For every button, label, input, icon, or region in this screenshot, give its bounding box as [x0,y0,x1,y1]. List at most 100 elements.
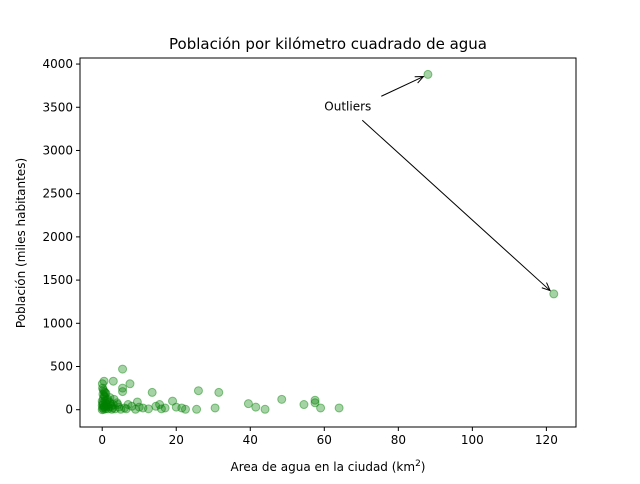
data-point [98,403,108,413]
data-point [105,397,115,407]
x-axis-label: Area de agua en la ciudad (km2) [231,459,426,474]
data-point [316,403,326,413]
data-point [97,400,107,410]
data-point [180,404,190,414]
data-point [138,403,148,413]
y-tick-label: 3000 [42,143,73,157]
data-point [105,399,115,409]
chart-title: Población por kilómetro cuadrado de agua [169,35,487,53]
y-tick-label: 3500 [42,100,73,114]
y-tick-label: 1000 [42,316,73,330]
y-tick-label: 1500 [42,273,73,287]
data-point [110,404,120,414]
y-tick-label: 2500 [42,187,73,201]
data-point [99,404,109,414]
data-point [99,402,109,412]
data-point [131,404,141,414]
outliers-annotation-label: Outliers [324,99,371,113]
data-point [334,403,344,413]
data-point [127,401,137,411]
x-tick-label: 120 [535,433,558,447]
data-point [260,404,270,414]
data-point [277,394,287,404]
y-tick-label: 500 [50,360,73,374]
data-point [147,387,157,397]
data-point [103,394,113,404]
y-axis-label: Población (miles habitantes) [14,158,28,328]
data-point [116,404,126,414]
data-point [171,402,181,412]
x-tick-label: 100 [461,433,484,447]
x-tick-label: 60 [317,433,332,447]
data-point [101,404,111,414]
x-tick-label: 0 [98,433,106,447]
data-point [156,404,166,414]
data-point [108,376,118,386]
data-point [118,364,128,374]
data-point [143,404,153,414]
data-point [160,403,170,413]
data-point [134,402,144,412]
data-point [423,69,433,79]
data-point [113,400,123,410]
data-point [103,404,113,414]
data-point [118,387,128,397]
annotation-arrow [381,76,424,97]
data-point [104,402,114,412]
data-point [151,401,161,411]
data-point [114,402,124,412]
data-point [210,403,220,413]
data-point [112,398,122,408]
data-point [99,387,109,397]
data-point [101,399,111,409]
annotation-arrow [361,119,551,291]
data-point [214,387,224,397]
data-point [99,376,109,386]
x-tick-label: 80 [391,433,406,447]
data-point [251,402,261,412]
y-axis-ticks: 0 500 1000 1500 2000 2500 3000 3500 4000 [42,57,80,417]
data-point [193,386,203,396]
data-point [168,396,178,406]
data-point [99,391,109,401]
data-point [118,383,128,393]
data-point [192,404,202,414]
data-point [121,404,131,414]
y-tick-label: 4000 [42,57,73,71]
annotation-arrowhead [414,76,425,84]
data-point [299,400,309,410]
points-layer [97,69,559,415]
plot-frame [79,57,577,428]
data-point [97,396,107,406]
data-point [155,400,165,410]
data-point [549,289,559,299]
data-point [109,394,119,404]
data-point [100,387,110,397]
y-tick-label: 0 [65,403,73,417]
data-point [97,405,107,415]
data-point [108,400,118,410]
data-point [123,400,133,410]
data-point [100,392,110,402]
data-point [107,404,117,414]
x-tick-label: 40 [243,433,258,447]
data-point [98,383,108,393]
data-point [98,393,108,403]
data-point [98,389,108,399]
data-point [119,403,129,413]
data-point [97,379,107,389]
x-axis-ticks: 0 20 40 60 80 100 120 [98,427,558,447]
data-point [98,398,108,408]
x-tick-label: 20 [169,433,184,447]
data-point [105,393,115,403]
data-point [103,400,113,410]
data-point [177,403,187,413]
data-point [99,401,109,411]
data-point [132,397,142,407]
data-point [100,396,110,406]
annotation-layer [361,76,552,292]
data-point [98,400,108,410]
data-point [108,403,118,413]
